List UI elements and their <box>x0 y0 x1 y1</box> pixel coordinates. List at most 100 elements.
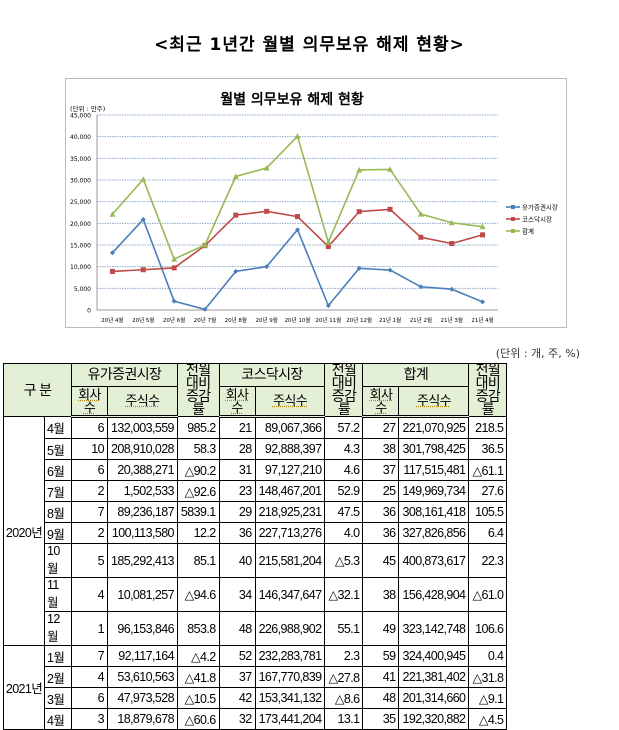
kospi-shares-cell: 100,113,580 <box>107 522 178 544</box>
total-shares-cell: 149,969,734 <box>398 480 470 502</box>
kosdaq-companies-cell: 29 <box>218 501 256 523</box>
total-companies-cell: 25 <box>362 480 400 502</box>
kosdaq-change-cell: 52.9 <box>324 480 364 502</box>
total-shares-cell: 201,314,660 <box>398 687 470 709</box>
kospi-change-cell: 985.2 <box>176 416 220 439</box>
kosdaq-companies-cell: 23 <box>218 480 256 502</box>
kospi-shares-cell: 10,081,257 <box>107 577 178 612</box>
kosdaq-shares-cell: 92,888,397 <box>254 438 326 460</box>
data-point <box>171 298 177 304</box>
kospi-change-cell: △94.6 <box>176 577 220 612</box>
month-cell: 4월 <box>44 416 72 439</box>
x-tick-label: 20년 12월 <box>346 316 372 324</box>
year-cell: 2020년 <box>3 416 45 646</box>
total-companies-cell: 41 <box>362 666 400 688</box>
kosdaq-shares-cell: 167,770,839 <box>254 666 326 688</box>
legend-marker <box>511 205 515 209</box>
legend-label: 합계 <box>522 227 534 236</box>
kospi-companies-cell: 6 <box>71 416 108 439</box>
y-tick-label: 5,000 <box>74 286 91 293</box>
total-companies-cell: 36 <box>362 501 400 523</box>
data-point <box>109 211 116 217</box>
data-point <box>202 306 208 312</box>
y-tick-label: 30,000 <box>70 178 91 185</box>
header-kospi: 유가증권시장 <box>71 363 178 387</box>
kosdaq-change-cell: 4.3 <box>324 438 364 460</box>
data-point <box>418 234 424 240</box>
total-change-cell: 22.3 <box>468 543 508 578</box>
kosdaq-shares-cell: 97,127,210 <box>254 459 326 481</box>
kosdaq-change-cell: 4.0 <box>324 522 364 544</box>
kospi-shares-cell: 92,117,164 <box>107 645 178 667</box>
x-tick-label: 20년 8월 <box>225 316 247 324</box>
data-point <box>140 176 147 182</box>
kosdaq-companies-cell: 34 <box>218 577 256 612</box>
chart-title: 월별 의무보유 해제 현황 <box>220 91 364 108</box>
month-cell: 6월 <box>44 459 72 481</box>
header-kospi-change: 전월 대비 증감률 <box>176 363 220 417</box>
kosdaq-shares-cell: 232,283,781 <box>254 645 326 667</box>
data-point <box>417 211 424 217</box>
series-line-0 <box>111 217 483 311</box>
kosdaq-shares-cell: 153,341,132 <box>254 687 326 709</box>
table-row: 4월 3 18,879,678 △60.6 32 173,441,204 13.1 35 192… <box>4 708 508 730</box>
kospi-companies-cell: 2 <box>71 480 108 502</box>
kospi-shares-cell: 47,973,528 <box>107 687 178 709</box>
kospi-companies-cell: 7 <box>71 645 108 667</box>
total-companies-cell: 38 <box>362 438 400 460</box>
data-point <box>263 164 270 171</box>
kospi-shares-cell: 132,003,559 <box>107 416 178 439</box>
total-change-cell: 6.4 <box>468 522 508 544</box>
month-cell: 2월 <box>44 666 72 688</box>
data-point <box>294 133 301 139</box>
total-companies-cell: 38 <box>362 577 400 612</box>
kospi-companies-cell: 6 <box>71 459 108 481</box>
kosdaq-shares-cell: 89,067,366 <box>254 416 326 439</box>
x-tick-label: 21년 1월 <box>379 316 401 324</box>
header-category: 구 분 <box>3 363 72 417</box>
header-shares: 주식수 <box>398 385 470 419</box>
data-point <box>109 250 115 256</box>
data-point <box>264 264 270 270</box>
kospi-shares-cell: 20,388,271 <box>107 459 178 481</box>
kospi-shares-cell: 53,610,563 <box>107 666 178 688</box>
kospi-companies-cell: 4 <box>71 577 108 612</box>
kospi-shares-cell: 208,910,028 <box>107 438 178 460</box>
y-tick-label: 45,000 <box>70 113 91 120</box>
kosdaq-change-cell: 55.1 <box>324 611 364 646</box>
total-shares-cell: 301,798,425 <box>398 438 470 460</box>
total-change-cell: △4.5 <box>468 708 508 730</box>
x-tick-label: 21년 4월 <box>471 316 493 324</box>
kosdaq-companies-cell: 21 <box>218 416 256 439</box>
data-point <box>387 267 393 273</box>
data-point <box>295 227 300 233</box>
kosdaq-shares-cell: 218,925,231 <box>254 501 326 523</box>
kospi-companies-cell: 10 <box>71 438 108 460</box>
total-shares-cell: 221,070,925 <box>398 416 470 439</box>
x-tick-label: 20년 4월 <box>101 316 123 324</box>
kospi-change-cell: △92.6 <box>176 480 220 502</box>
series-line-2 <box>111 134 483 261</box>
header-shares: 주식수 <box>254 385 326 419</box>
data-point <box>356 166 363 173</box>
x-tick-label: 20년 6월 <box>163 316 185 324</box>
kosdaq-change-cell: 13.1 <box>324 708 364 730</box>
data-point <box>325 244 331 250</box>
kospi-change-cell: 12.2 <box>176 522 220 544</box>
kospi-shares-cell: 96,153,846 <box>107 611 178 646</box>
data-point <box>264 208 270 214</box>
data-point <box>232 173 239 179</box>
release-table: 구 분 유가증권시장 전월 대비 증감률 코스닥시장 전월 대비 증감률 합계 … <box>3 363 508 730</box>
kosdaq-companies-cell: 42 <box>218 687 256 709</box>
kospi-shares-cell: 1,502,533 <box>107 480 178 502</box>
kospi-companies-cell: 1 <box>71 611 108 646</box>
data-point <box>325 303 331 309</box>
kospi-shares-cell: 185,292,413 <box>107 543 178 578</box>
kosdaq-change-cell: △27.8 <box>324 666 364 688</box>
data-point <box>233 212 239 218</box>
kospi-change-cell: △41.8 <box>176 666 220 688</box>
kospi-change-cell: 853.8 <box>176 611 220 646</box>
data-point <box>109 268 115 274</box>
data-point <box>449 241 455 247</box>
month-cell: 12월 <box>44 611 72 646</box>
